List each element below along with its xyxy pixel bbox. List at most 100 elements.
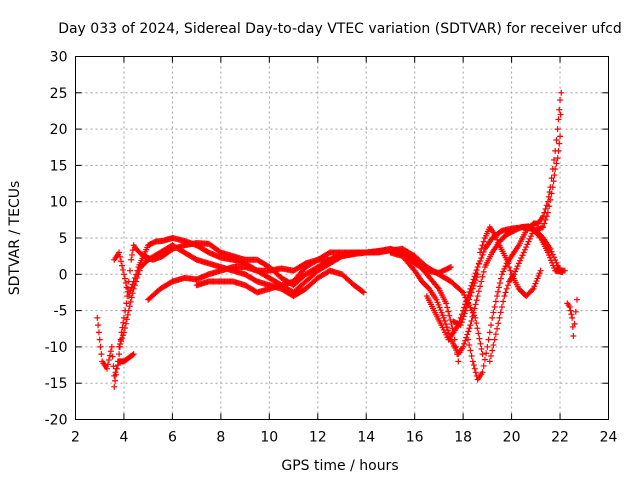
data-point [495, 288, 502, 295]
data-point [103, 365, 110, 372]
data-point [487, 322, 494, 329]
y-axis-ticks: -20 -15 -10 -5 0 5 10 15 20 25 30 [45, 50, 609, 429]
data-point [474, 293, 481, 300]
y-tick-label: 5 [59, 231, 68, 247]
data-point [556, 140, 563, 147]
data-point [462, 307, 469, 314]
data-point [473, 274, 480, 281]
data-point [548, 248, 555, 255]
data-point [491, 231, 498, 238]
data-point [129, 290, 136, 297]
data-point [491, 336, 498, 343]
x-tick-label: 18 [454, 430, 472, 446]
data-point [457, 322, 464, 329]
data-point [118, 338, 125, 345]
data-point [501, 265, 508, 272]
data-point [504, 282, 511, 289]
data-point [480, 362, 487, 369]
data-point [462, 337, 469, 344]
data-point [128, 294, 135, 301]
data-point [494, 236, 501, 243]
y-axis-label: SDTVAR / TECUs [7, 181, 23, 296]
data-point [537, 267, 544, 274]
data-point [467, 322, 474, 329]
x-tick-label: 24 [600, 430, 618, 446]
y-tick-label: 0 [59, 267, 68, 283]
data-point [467, 293, 474, 300]
data-point [503, 285, 510, 292]
data-point [469, 285, 476, 292]
data-point [545, 193, 552, 200]
data-point [550, 156, 557, 163]
data-point [119, 266, 126, 273]
x-tick-label: 22 [551, 430, 569, 446]
data-point [495, 320, 502, 327]
data-point [529, 287, 536, 294]
data-point [495, 239, 502, 246]
data-point [567, 307, 574, 314]
data-point [477, 283, 484, 290]
data-point [109, 353, 116, 360]
data-point [472, 277, 479, 284]
data-point [485, 336, 492, 343]
data-point [495, 284, 502, 291]
data-point [477, 340, 484, 347]
data-point [466, 325, 473, 332]
data-point [464, 336, 471, 343]
data-point [498, 303, 505, 310]
data-point [486, 329, 493, 336]
data-point [484, 343, 491, 350]
data-point [475, 288, 482, 295]
data-point [120, 329, 127, 336]
data-point [464, 300, 471, 307]
data-point [518, 254, 525, 261]
x-tick-label: 2 [71, 430, 80, 446]
data-point [127, 298, 134, 305]
x-tick-label: 4 [119, 430, 128, 446]
data-point [548, 190, 555, 197]
data-points [94, 89, 581, 390]
data-point [498, 271, 505, 278]
data-point [470, 282, 477, 289]
data-point [461, 340, 468, 347]
data-point [472, 301, 479, 308]
data-point [557, 133, 564, 140]
data-point [459, 316, 466, 323]
y-tick-label: -5 [54, 304, 68, 320]
data-point [471, 280, 478, 287]
data-point [469, 358, 476, 365]
data-point [472, 369, 479, 376]
data-point [464, 331, 471, 338]
data-point [130, 351, 137, 358]
data-point [128, 256, 135, 263]
data-point [520, 249, 527, 256]
data-point [104, 361, 111, 368]
data-point [442, 321, 449, 328]
data-point [478, 278, 485, 285]
data-point [552, 166, 559, 173]
data-point [490, 342, 497, 349]
data-point [468, 317, 475, 324]
data-point [98, 351, 105, 358]
data-point [470, 362, 477, 369]
data-point [129, 251, 136, 258]
data-point [133, 278, 140, 285]
data-point [571, 320, 578, 327]
data-point [494, 325, 501, 332]
data-point [478, 245, 485, 252]
data-point [124, 311, 131, 318]
data-point [120, 319, 127, 326]
data-point [447, 316, 454, 323]
data-point [557, 97, 564, 104]
data-point [130, 285, 137, 292]
data-point [359, 288, 366, 295]
data-point [554, 155, 561, 162]
data-point [512, 268, 519, 275]
data-point [116, 343, 123, 350]
data-point [555, 116, 562, 123]
data-point [114, 358, 121, 365]
data-point [559, 269, 566, 276]
data-point [123, 300, 130, 307]
data-point [557, 111, 564, 118]
